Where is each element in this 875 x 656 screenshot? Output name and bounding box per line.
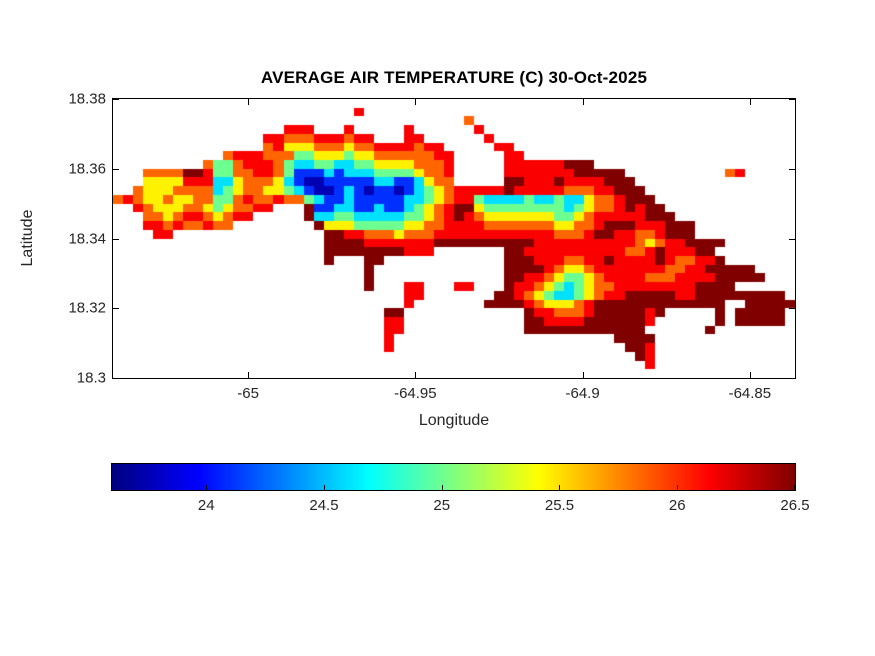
y-tick-label: 18.36 (68, 160, 106, 178)
y-tick-label: 18.34 (68, 230, 106, 247)
y-tick-mark (113, 308, 119, 310)
colorbar-tick-label: 26 (668, 497, 686, 514)
y-tick-mark (113, 238, 119, 240)
colorbar-tick-mark (206, 485, 208, 490)
y-axis-label: Latitude (19, 209, 36, 267)
map-axes (112, 98, 796, 379)
y-tick-label: 18.3 (76, 369, 106, 387)
colorbar-tick-mark (323, 485, 325, 490)
y-tick-mark (789, 99, 795, 100)
colorbar-tick-label: 24.5 (309, 497, 339, 514)
x-tick-mark (248, 372, 250, 378)
chart-title: AVERAGE AIR TEMPERATURE (C) 30-Oct-2025 (260, 68, 648, 87)
colorbar-tick-mark (559, 485, 561, 490)
x-tick-mark (582, 99, 584, 105)
colorbar-tick-label: 25.5 (544, 497, 575, 514)
colorbar-tick-mark (441, 485, 443, 490)
x-tick-mark (749, 372, 751, 378)
x-tick-mark (582, 372, 584, 378)
colorbar-tick-label: 26.5 (780, 497, 810, 514)
colorbar-tick-mark (677, 485, 679, 490)
y-tick-mark (789, 238, 795, 240)
y-tick-mark (113, 378, 119, 379)
colorbar-gradient (112, 464, 795, 490)
y-tick-mark (113, 99, 119, 100)
colorbar-tick-mark (794, 485, 795, 490)
x-axis-label: Longitude (418, 412, 490, 429)
y-tick-label: 18.32 (68, 299, 106, 317)
x-tick-mark (415, 372, 417, 378)
colorbar (111, 463, 796, 491)
y-tick-label: 18.38 (68, 90, 106, 108)
y-tick-mark (789, 168, 795, 170)
x-tick-label: -64.85 (728, 385, 772, 402)
colorbar-tick-label: 24 (197, 497, 215, 514)
x-tick-mark (415, 99, 417, 105)
y-tick-mark (789, 308, 795, 310)
x-tick-label: -64.9 (565, 385, 600, 402)
x-tick-label: -64.95 (394, 385, 437, 402)
colorbar-tick-label: 25 (433, 497, 451, 514)
x-tick-label: -65 (237, 385, 259, 402)
x-tick-mark (749, 99, 751, 105)
temperature-heatmap (113, 99, 795, 378)
x-tick-mark (248, 99, 250, 105)
y-tick-mark (113, 168, 119, 170)
y-tick-mark (789, 378, 795, 379)
